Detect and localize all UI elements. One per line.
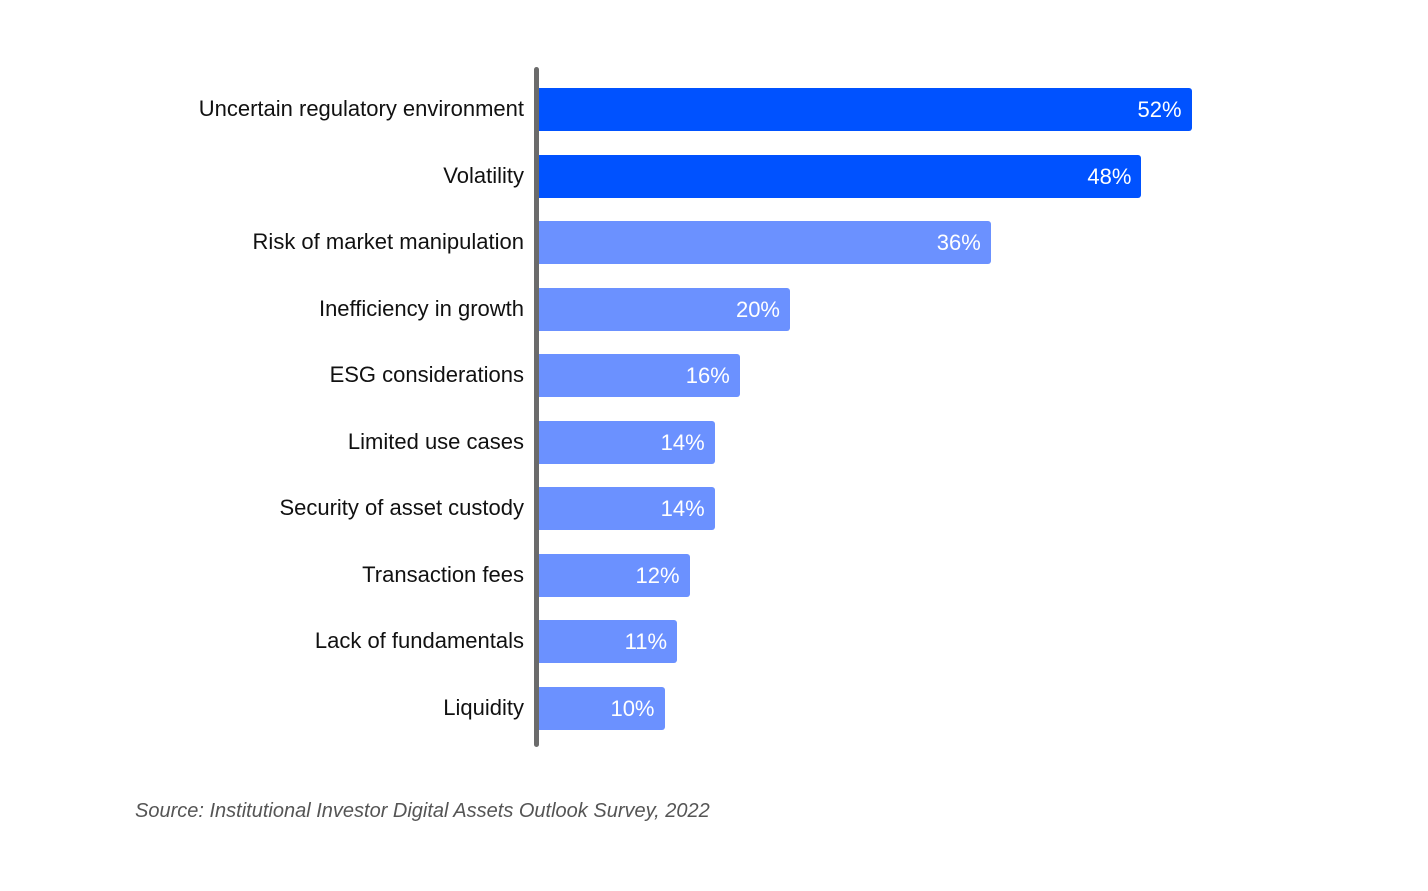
bar: 20% xyxy=(539,287,790,331)
source-note: Source: Institutional Investor Digital A… xyxy=(135,800,710,822)
category-label: Limited use cases xyxy=(347,428,524,454)
data-label: 48% xyxy=(1087,163,1132,189)
bar: 16% xyxy=(539,354,740,397)
data-label: 14% xyxy=(660,429,705,455)
data-label: 20% xyxy=(735,296,780,322)
bar: 10% xyxy=(539,686,665,730)
category-label: Liquidity xyxy=(443,694,524,720)
data-label: 16% xyxy=(685,363,730,388)
data-label: 14% xyxy=(660,496,705,521)
data-label: 11% xyxy=(624,629,668,654)
category-label: Transaction fees xyxy=(362,561,524,587)
category-label: Risk of market manipulation xyxy=(252,229,524,254)
category-label: Volatility xyxy=(443,162,524,188)
bar: 36% xyxy=(539,221,991,264)
category-label: ESG considerations xyxy=(329,362,524,387)
bar: 48% xyxy=(539,154,1142,198)
bar: 11% xyxy=(539,620,678,663)
bar: 14% xyxy=(539,487,715,530)
data-label: 52% xyxy=(1137,97,1182,122)
data-label: 10% xyxy=(610,695,655,721)
y-axis-line xyxy=(534,67,539,747)
bar: 14% xyxy=(539,420,715,464)
bar: 12% xyxy=(539,553,690,597)
data-label: 36% xyxy=(936,230,981,255)
data-label: 12% xyxy=(635,562,680,588)
category-label: Lack of fundamentals xyxy=(314,628,524,653)
category-label: Inefficiency in growth xyxy=(318,295,524,321)
bar: 52% xyxy=(539,88,1192,131)
category-label: Uncertain regulatory environment xyxy=(198,96,524,121)
category-label: Security of asset custody xyxy=(279,495,524,520)
